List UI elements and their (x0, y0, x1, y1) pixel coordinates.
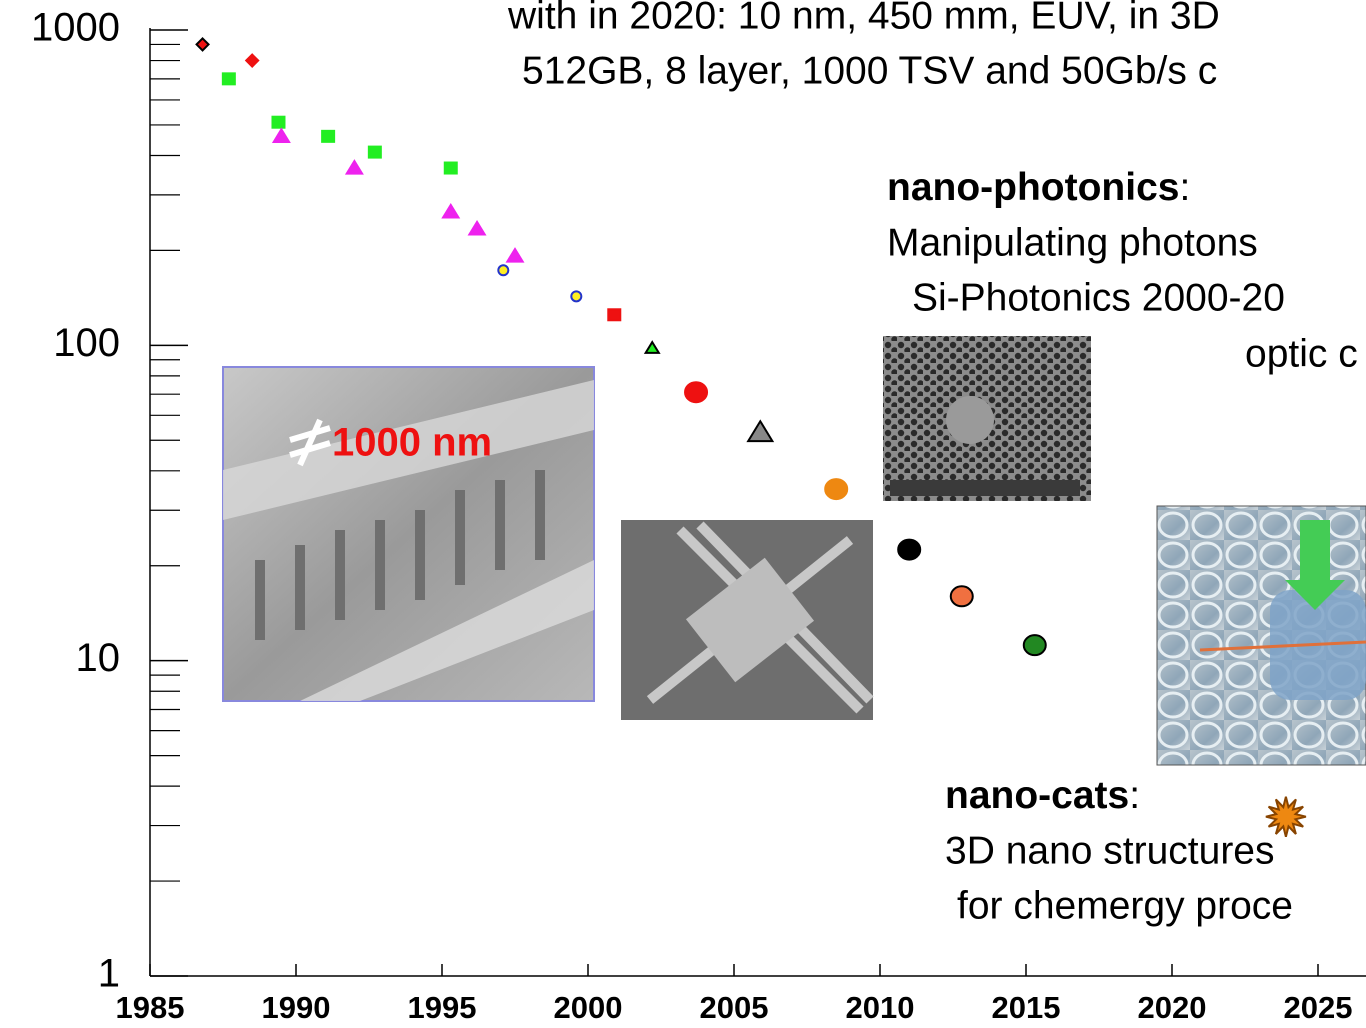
point (748, 421, 772, 441)
point (498, 265, 508, 275)
sem-image-2 (621, 520, 873, 720)
y-tick-label: 10 (76, 636, 121, 680)
x-tick-label: 2010 (846, 990, 915, 1025)
heading: nano-cats (945, 774, 1129, 817)
photonic-crystal-image (883, 336, 1091, 501)
point (825, 479, 847, 499)
punct: : (1129, 774, 1140, 817)
annotation: for chemergy proce (957, 884, 1293, 927)
point (608, 309, 620, 320)
point (223, 73, 235, 84)
point (951, 586, 973, 606)
x-tick-label: 2015 (992, 990, 1061, 1025)
punct: : (1179, 166, 1190, 209)
top-note: 512GB, 8 layer, 1000 TSV and 50Gb/s c (522, 49, 1217, 92)
annotation: Manipulating photons (887, 221, 1258, 264)
page: {"chart_data": { "type": "scatter", "log… (0, 0, 1366, 1028)
x-tick-label: 1990 (262, 990, 331, 1025)
point (347, 161, 362, 174)
x-tick-label: 1985 (116, 990, 185, 1025)
point (272, 117, 284, 128)
annotation-heading: nano-cats: (945, 774, 1140, 817)
y-tick-label: 1000 (31, 6, 120, 50)
sem-image-1 (223, 367, 594, 701)
y-tick-label: 1 (98, 952, 120, 996)
point (322, 131, 334, 142)
chart: with in 2020: 10 nm, 450 mm, EUV, in 3D … (0, 0, 1366, 1028)
point (685, 382, 707, 402)
x-tick-label: 2020 (1138, 990, 1207, 1025)
point (898, 540, 920, 560)
point (571, 291, 581, 301)
point (1024, 635, 1046, 655)
x-tick-label: 2005 (700, 990, 769, 1025)
nano-cat-image (1157, 506, 1366, 765)
point (646, 342, 659, 353)
point (507, 249, 522, 262)
top-note: with in 2020: 10 nm, 450 mm, EUV, in 3D (507, 0, 1220, 37)
x-tick-label: 2025 (1284, 990, 1353, 1025)
point (274, 129, 289, 142)
point (443, 205, 458, 218)
point (246, 55, 258, 67)
heading: nano-photonics (887, 166, 1179, 209)
annotation-heading: nano-photonics: (887, 166, 1190, 209)
image-label: 1000 nm (332, 421, 492, 465)
annotation: Si-Photonics 2000-20 (912, 276, 1285, 319)
annotation: 3D nano structures (945, 829, 1275, 872)
x-tick-label: 2000 (554, 990, 623, 1025)
annotation: optic c (1245, 332, 1358, 375)
point (469, 222, 484, 235)
point (445, 163, 457, 174)
x-tick-label: 1995 (408, 990, 477, 1025)
point (197, 38, 209, 50)
y-tick-label: 100 (53, 321, 120, 365)
point (369, 147, 381, 158)
